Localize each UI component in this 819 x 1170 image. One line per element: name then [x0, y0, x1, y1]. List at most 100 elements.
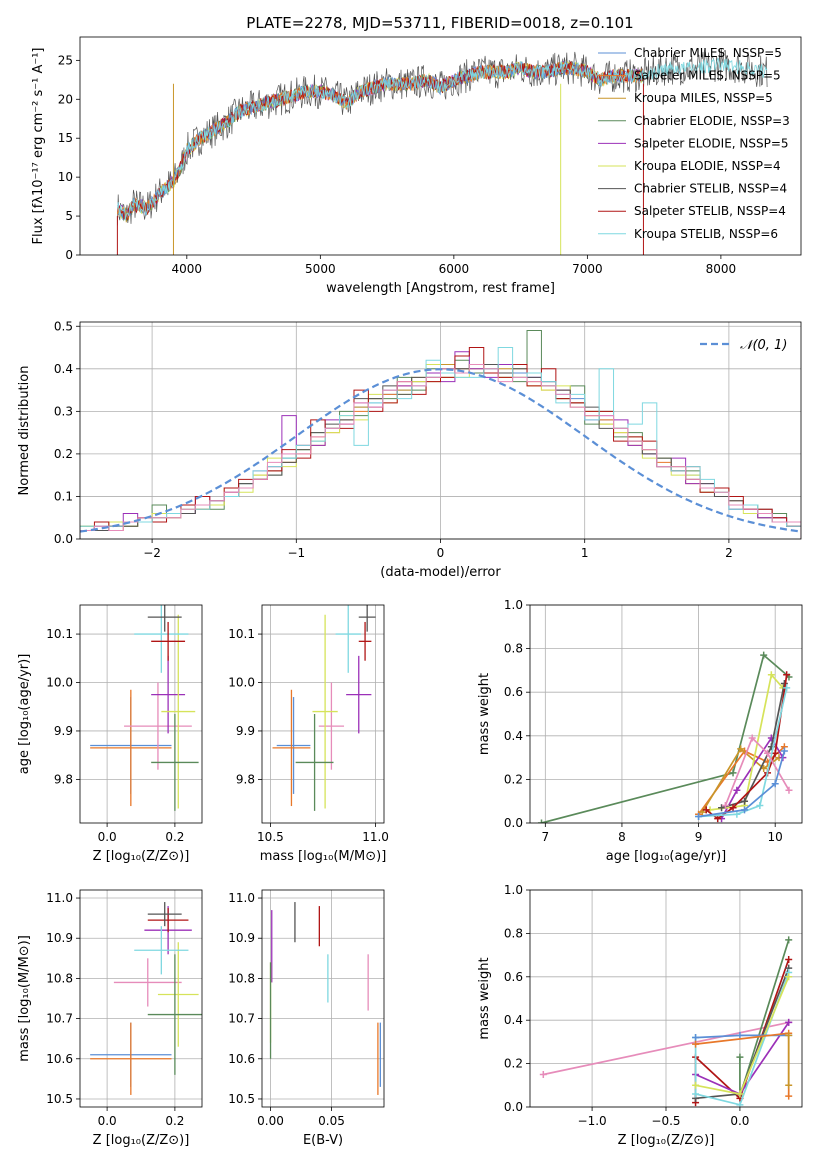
age_weight-frame: [529, 604, 803, 824]
legend-label: Kroupa STELIB, NSSP=6: [634, 227, 778, 241]
weight-point: [695, 812, 703, 820]
z_age-ytick-label: 9.9: [54, 724, 73, 738]
z_weight-xtick-label: −1.0: [578, 1114, 607, 1128]
z_age-ylabel: age [log₁₀(age/yr)]: [17, 654, 32, 775]
weight-point: [741, 797, 749, 805]
z_mass-plot: [90, 902, 202, 1095]
z_age-ytick-label: 10.1: [46, 627, 73, 641]
spectrum-ylabel: Flux [fλ10⁻¹⁷ erg cm⁻² s⁻¹ A⁻¹]: [31, 48, 46, 245]
legend-label: Chabrier ELODIE, NSSP=3: [634, 114, 790, 128]
z_mass-ytick-label: 10.6: [46, 1052, 73, 1066]
weight-point: [771, 780, 779, 788]
mass_age-xtick-label: 11.0: [362, 830, 389, 844]
ebv_mass-ytick-label: 10.8: [228, 971, 255, 985]
age_weight-axes: 7 8 9 10 0.0 0.2 0.4 0.6 0.8 1.0 age [log₁₀(age/yr…: [477, 598, 803, 864]
weight-point: [736, 1053, 744, 1061]
legend-label: Kroupa ELODIE, NSSP=4: [634, 159, 781, 173]
weight-line: [705, 674, 788, 820]
ebv_mass-xtick-label: 0.00: [257, 1114, 284, 1128]
residual_hist-frame: [79, 321, 802, 540]
ebv_mass-xlabel: E(B-V): [303, 1133, 343, 1148]
ebv_mass-plot: [269, 902, 381, 1095]
ebv_mass-xtick-label: 0.05: [318, 1114, 345, 1128]
weight-point: [736, 1090, 744, 1098]
spectrum-ytick-label: 15: [58, 131, 73, 145]
weight-point: [785, 786, 793, 794]
weight-point: [785, 1018, 793, 1026]
age_weight-ytick-label: 0.4: [504, 729, 523, 743]
ebv_mass-ytick-label: 10.6: [228, 1052, 255, 1066]
z_mass-ytick-label: 10.9: [46, 931, 73, 945]
weight-line: [698, 750, 786, 818]
z_age-xtick-label: 0.2: [165, 830, 184, 844]
z_weight-axes: −1.0 −0.5 0.0 0.0 0.2 0.4 0.6 0.8 1.0 Z [log₁₀(Z/…: [477, 883, 803, 1148]
weight-line: [694, 972, 790, 1106]
residual_hist-axes: −2 −1 0 1 2 0.0 0.1 0.2 0.3 0.4 0.5 𝒩(0, 1) (data-mo…: [17, 319, 802, 580]
age_weight-plot: [537, 651, 793, 823]
z_mass-xtick-label: 0.0: [98, 1114, 117, 1128]
legend-label: Chabrier STELIB, NSSP=4: [634, 182, 787, 196]
weight-point: [783, 684, 791, 692]
age_weight-xtick-label: 8: [618, 830, 626, 844]
age_weight-xtick-label: 10: [768, 830, 783, 844]
spectrum-ytick-label: 0: [65, 248, 73, 262]
z_mass-frame: [79, 889, 203, 1108]
weight-point: [764, 749, 772, 757]
ebv_mass-ytick-label: 10.5: [228, 1092, 255, 1106]
legend-label: Kroupa MILES, NSSP=5: [634, 91, 773, 105]
age_weight-ytick-label: 0.0: [504, 816, 523, 830]
age_weight-ytick-label: 0.2: [504, 772, 523, 786]
weight-point: [733, 786, 741, 794]
residual_hist-xlabel: (data-model)/error: [380, 565, 501, 580]
age_weight-ytick-label: 0.6: [504, 685, 523, 699]
z_weight-xtick-label: −0.5: [651, 1114, 680, 1128]
spectrum-line: [117, 48, 768, 226]
mass_age-axes: 10.5 11.0 9.8 9.9 10.0 10.1 mass [log₁₀(M/M⊙)]: [228, 604, 389, 864]
spectrum-line: [117, 61, 644, 221]
weight-point: [785, 936, 793, 944]
spectrum-ytick-label: 20: [58, 92, 73, 106]
z_age-axes: 0.0 0.2 9.8 9.9 10.0 10.1 Z [log₁₀(Z/Z⊙)] age […: [17, 604, 203, 864]
weight-point: [785, 1031, 793, 1039]
legend-label: Salpeter STELIB, NSSP=4: [634, 204, 786, 218]
spectrum-xtick-label: 6000: [439, 262, 470, 276]
weight-point: [714, 815, 722, 823]
residual_hist-ytick-label: 0.4: [54, 362, 73, 376]
weight-point: [698, 808, 706, 816]
age_weight-ylabel: mass weight: [477, 673, 492, 755]
ebv_mass-frame: [261, 889, 385, 1108]
age_weight-xlabel: age [log₁₀(age/yr)]: [606, 849, 727, 864]
weight-point: [785, 1081, 793, 1089]
weight-point: [729, 769, 737, 777]
residual_hist-ytick-label: 0.5: [54, 319, 73, 333]
z_mass-axes: 0.0 0.2 10.5 10.6 10.7 10.8 10.9 11.0 Z [log₁₀(Z…: [17, 889, 203, 1148]
z_weight-ytick-label: 0.4: [504, 1013, 523, 1027]
normal-curve: [80, 368, 801, 533]
weight-line: [697, 746, 785, 815]
mass_age-xlabel: mass [log₁₀(M/M⊙)]: [260, 849, 387, 864]
z_weight-ylabel: mass weight: [477, 957, 492, 1039]
weight-point: [767, 671, 775, 679]
weight-point: [785, 1092, 793, 1100]
z_age-xlabel: Z [log₁₀(Z/Z⊙)]: [93, 849, 190, 864]
z_age-plot: [90, 605, 199, 811]
weight-line: [695, 967, 790, 1100]
weight-point: [729, 804, 737, 812]
z_mass-ylabel: mass [log₁₀(M/M⊙)]: [17, 935, 32, 1062]
weight-point: [748, 734, 756, 742]
z_weight-xtick-label: 0.0: [730, 1114, 749, 1128]
residual_hist-ytick-label: 0.2: [54, 447, 73, 461]
residual_hist-xtick-label: 1: [581, 546, 589, 560]
spectrum-xtick-label: 8000: [706, 262, 737, 276]
residual_hist-xtick-label: 0: [437, 546, 445, 560]
z_mass-xlabel: Z [log₁₀(Z/Z⊙)]: [93, 1133, 190, 1148]
z_mass-ytick-label: 10.8: [46, 971, 73, 985]
weight-point: [785, 955, 793, 963]
age_weight-xtick-label: 7: [542, 830, 550, 844]
mass_age-ytick-label: 9.8: [236, 772, 255, 786]
residual_hist-plot: [80, 330, 801, 539]
weight-line: [543, 1021, 789, 1076]
spectrum-xlabel: wavelength [Angstrom, rest frame]: [326, 281, 555, 296]
residual_hist-xtick-label: −1: [287, 546, 305, 560]
